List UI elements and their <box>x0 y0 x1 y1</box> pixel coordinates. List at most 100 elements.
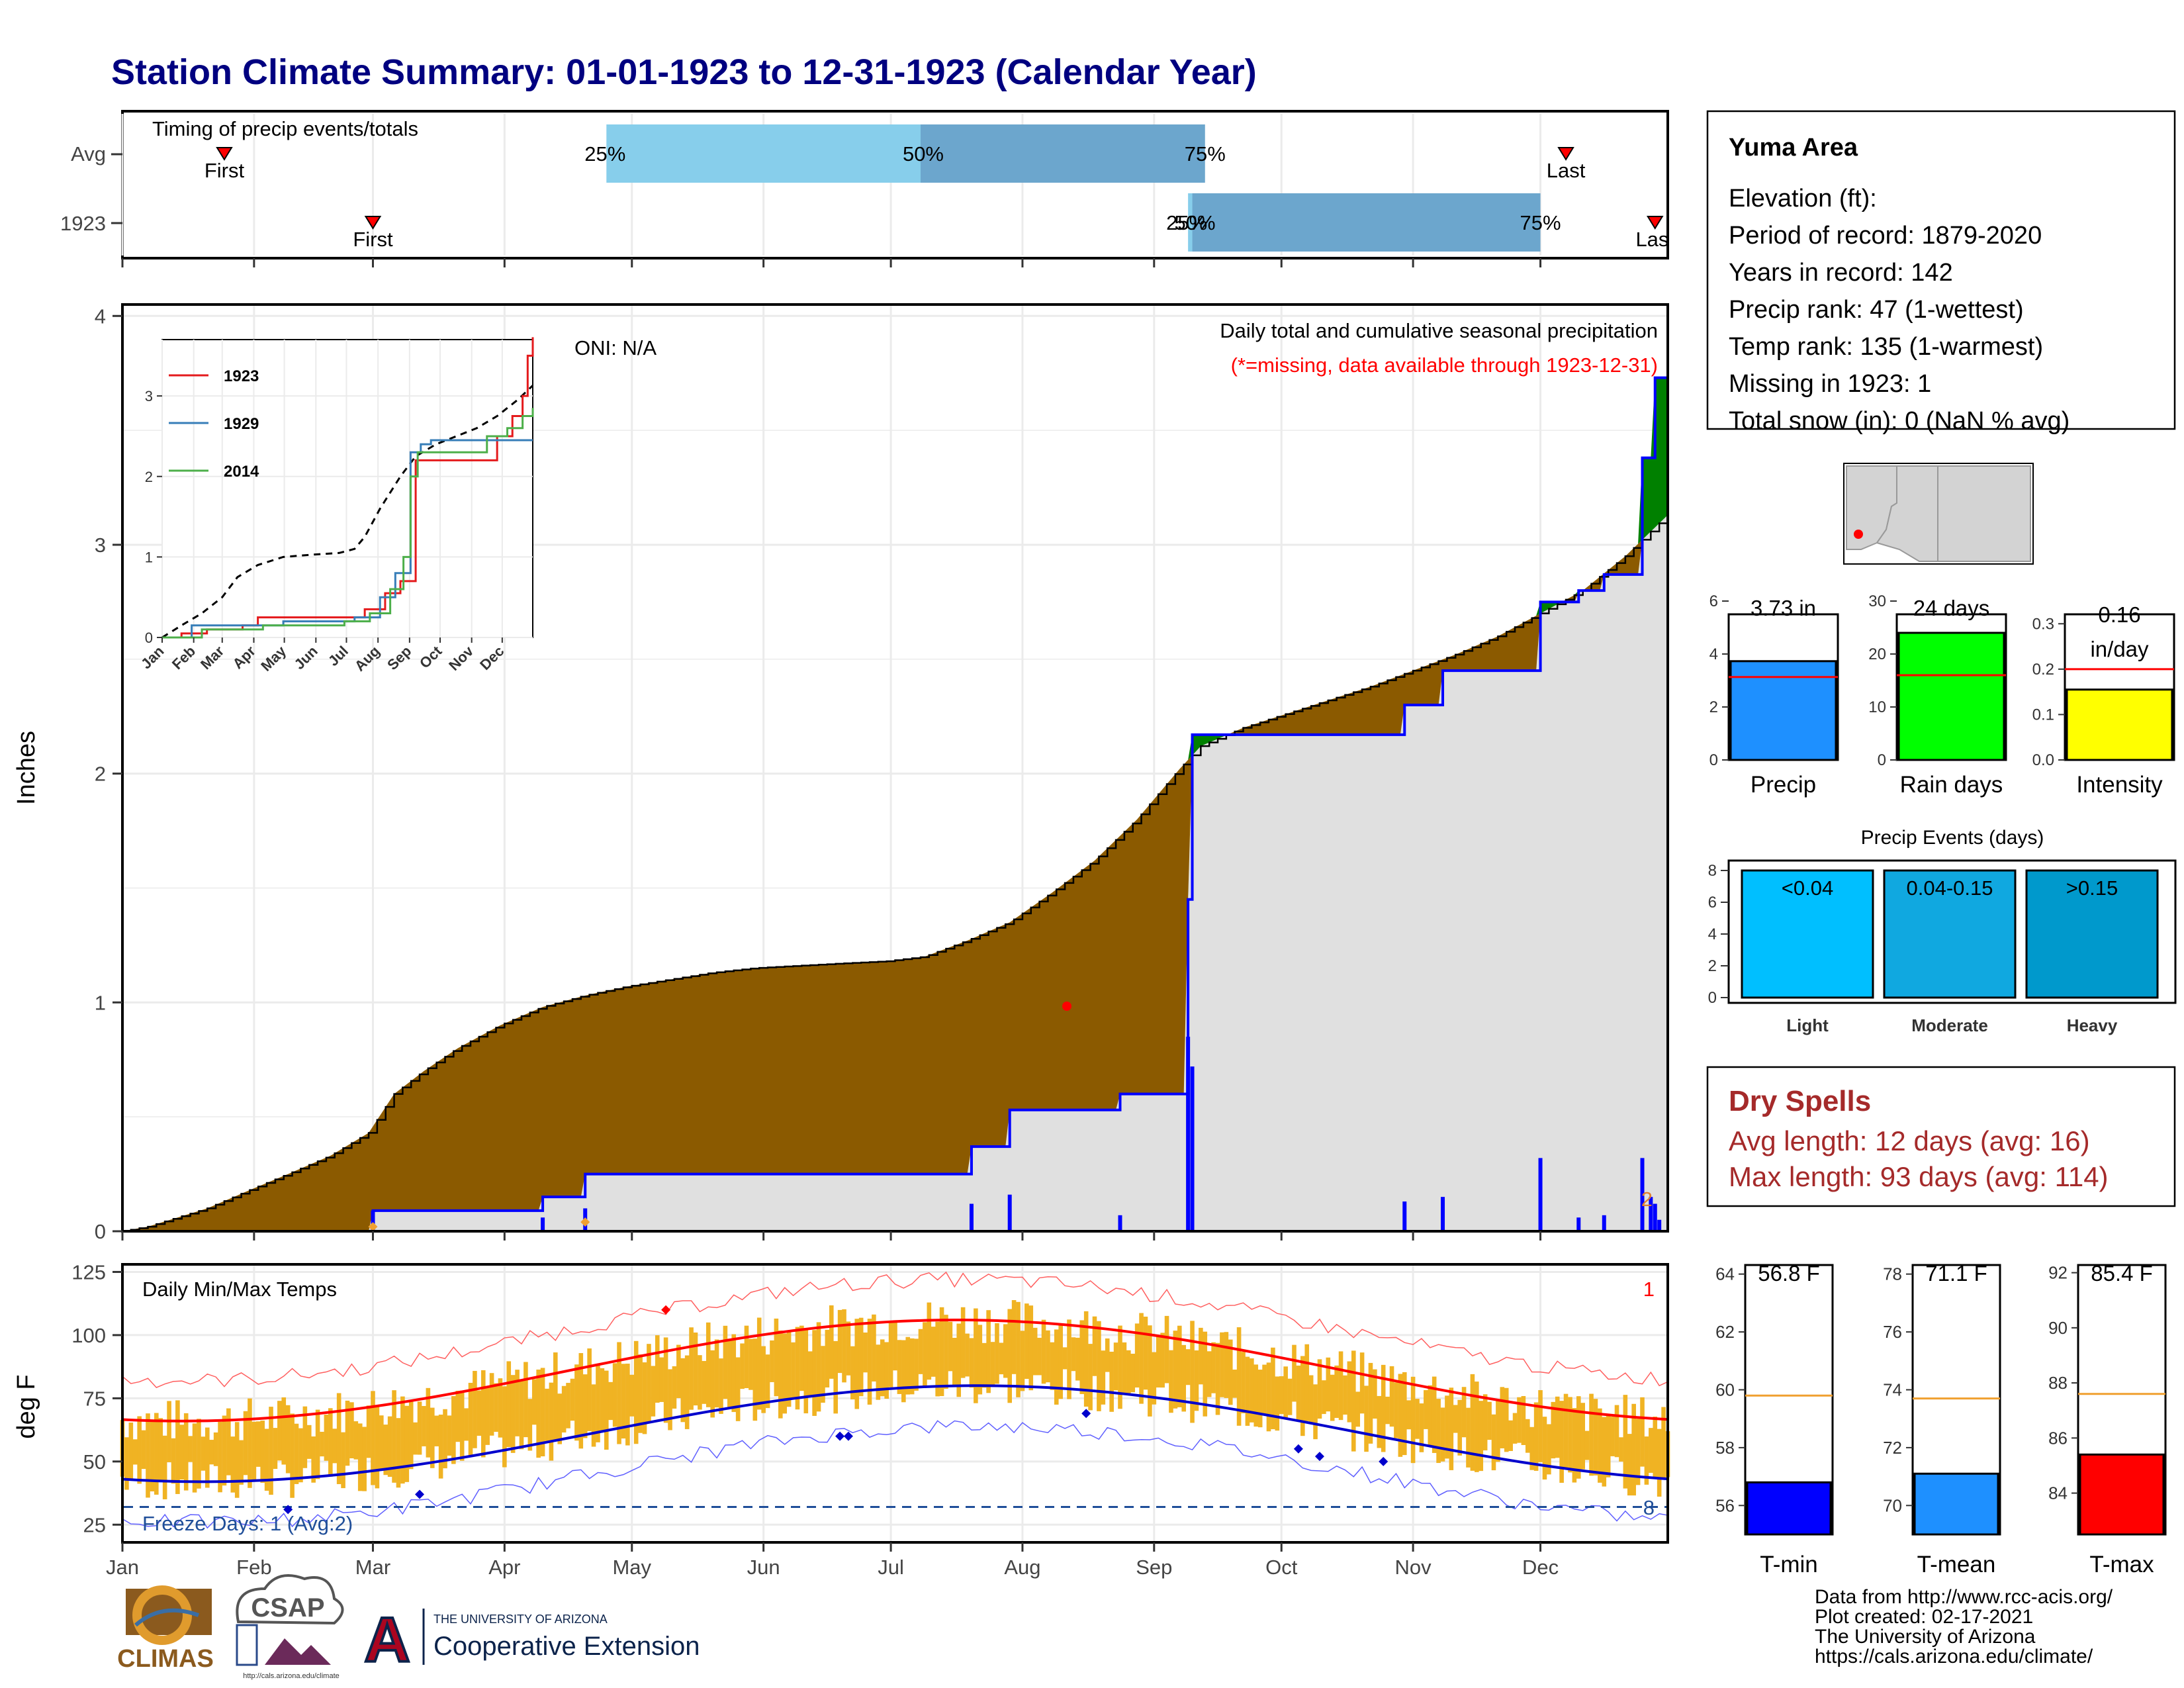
precip-y-tick-label: 1 <box>95 991 106 1014</box>
timing-label-25: 25% <box>1166 211 1207 234</box>
footer-line-university: The University of Arizona <box>1815 1626 2036 1648</box>
daily-temp-bar <box>965 1333 970 1377</box>
daily-precip-bar <box>969 1203 974 1231</box>
mini-bar-y-tick-label: 30 <box>1868 592 1886 610</box>
inset-series-line <box>162 408 534 639</box>
daily-temp-bar <box>1533 1402 1539 1471</box>
daily-temp-bar <box>880 1339 885 1397</box>
daily-temp-bar <box>1343 1375 1347 1415</box>
month-label: Jun <box>747 1556 780 1579</box>
daily-temp-bar <box>1359 1352 1365 1414</box>
avg-cumulative-line <box>122 515 1669 1233</box>
daily-temp-bar <box>876 1344 881 1400</box>
daily-temp-bar <box>1228 1339 1233 1405</box>
month-label: Mar <box>355 1556 390 1579</box>
daily-temp-bar <box>1457 1399 1462 1456</box>
precip-panel-header: Daily total and cumulative seasonal prec… <box>1220 319 1658 342</box>
daily-temp-bar <box>587 1348 592 1431</box>
daily-temp-bar <box>285 1405 291 1474</box>
daily-temp-bar <box>735 1357 741 1421</box>
mini-bar-chart: 0.16 in/day 0.0 0.1 0.2 0.3 Intensity <box>2032 602 2175 798</box>
daily-temp-bar <box>1598 1408 1602 1483</box>
daily-temp-bar <box>1419 1403 1424 1452</box>
daily-temp-bar <box>714 1339 719 1408</box>
page-title: Station Climate Summary: 01-01-1923 to 1… <box>111 52 1257 92</box>
mini-bar-label: 0.16 <box>2098 602 2140 627</box>
daily-temp-bar <box>1257 1370 1263 1428</box>
month-label: Dec <box>1522 1556 1559 1579</box>
daily-temp-bar <box>638 1354 643 1433</box>
daily-temp-bar <box>582 1374 588 1438</box>
daily-temp-bar <box>1164 1315 1169 1383</box>
temp-summary-y-tick-label: 70 <box>1883 1495 1902 1515</box>
precip-deficit-area <box>122 515 1668 1232</box>
daily-temp-bar <box>1440 1407 1445 1462</box>
daily-temp-bar <box>1614 1405 1619 1458</box>
mini-bar-y-tick-label: 0.2 <box>2032 661 2054 679</box>
daily-temp-bar <box>1016 1301 1021 1397</box>
daily-temp-bar <box>1275 1376 1280 1431</box>
daily-temp-bar <box>1415 1399 1420 1439</box>
daily-temp-bar <box>578 1353 584 1449</box>
daily-temp-bar <box>1496 1399 1500 1462</box>
month-label: Oct <box>1265 1556 1298 1579</box>
daily-temp-bar <box>1326 1357 1331 1412</box>
daily-temp-bar <box>1169 1350 1173 1413</box>
summary-bar-charts: 3.73 in 0 2 4 6 Precip 24 days 0 10 20 30 Rain days… <box>1709 592 2175 798</box>
daily-temp-bar <box>1389 1366 1394 1427</box>
daily-temp-bar <box>422 1405 426 1446</box>
daily-temp-bar <box>1262 1364 1267 1415</box>
daily-temp-bar <box>1640 1397 1645 1467</box>
daily-temp-bar <box>1300 1356 1305 1436</box>
mini-bar-chart: 3.73 in 0 2 4 6 Precip <box>1709 592 1839 798</box>
daily-precip-bar <box>1402 1201 1407 1231</box>
info-line-temp-rank: Temp rank: 135 (1-warmest) <box>1729 333 2043 361</box>
missing-day-marker <box>580 1217 590 1227</box>
daily-temp-bar <box>443 1409 447 1469</box>
daily-temp-bar <box>426 1387 431 1458</box>
daily-temp-bar <box>1224 1332 1229 1398</box>
daily-precip-bar <box>1441 1197 1445 1231</box>
daily-temp-bar <box>761 1346 766 1413</box>
missing-day-marker <box>368 1222 378 1232</box>
daily-temp-bar <box>1373 1369 1377 1419</box>
record-low-marker <box>835 1431 845 1441</box>
daily-temp-bar <box>451 1396 456 1464</box>
daily-temp-bar <box>294 1423 299 1484</box>
mini-bar-label-unit: in/day <box>2090 637 2149 661</box>
last-event-marker <box>1646 216 1664 230</box>
month-label: Nov <box>1395 1556 1432 1579</box>
daily-temp-bar <box>1097 1321 1101 1411</box>
precip-events-content: 0 2 4 6 8 <0.04 Light 0.04-0.15 Moderate >0.15 Hea… <box>1708 862 2159 1035</box>
daily-precip-bar <box>1007 1194 1012 1231</box>
oni-label: ONI: N/A <box>574 336 657 359</box>
daily-temp-bar <box>1555 1396 1560 1458</box>
daily-temp-bar <box>1071 1337 1076 1372</box>
daily-temp-bar <box>867 1319 872 1405</box>
daily-temp-bar <box>222 1415 227 1486</box>
daily-temp-bar <box>1058 1323 1063 1399</box>
mini-bar-name: Rain days <box>1900 772 2003 798</box>
daily-temp-bar <box>931 1327 936 1377</box>
month-label: Apr <box>488 1556 520 1579</box>
daily-temp-bar <box>1551 1401 1556 1459</box>
mini-bar-chart: 24 days 0 10 20 30 Rain days <box>1868 592 2007 798</box>
daily-temp-bar <box>192 1423 197 1493</box>
daily-temp-bar <box>1338 1351 1343 1421</box>
temp-y-tick-label: 125 <box>71 1260 106 1284</box>
daily-temp-bar <box>1092 1316 1097 1376</box>
daily-temp-bar <box>549 1382 554 1461</box>
timing-row-label-year: 1923 <box>60 212 106 235</box>
daily-temp-bar <box>306 1425 312 1459</box>
daily-precip-bar <box>1190 1066 1195 1231</box>
daily-temp-bar <box>1152 1352 1157 1405</box>
precip-events-chart: Precip Events (days) 0 2 4 6 8 <0.04 Light 0.04… <box>1708 827 2177 1035</box>
daily-temp-bar <box>255 1421 261 1467</box>
daily-temp-bar <box>1504 1387 1509 1452</box>
timing-bar-25-50 <box>606 124 921 183</box>
daily-temp-bar <box>345 1400 350 1466</box>
daily-temp-bar <box>362 1427 367 1491</box>
daily-temp-bar <box>523 1362 528 1438</box>
daily-temp-bar <box>1580 1403 1586 1470</box>
